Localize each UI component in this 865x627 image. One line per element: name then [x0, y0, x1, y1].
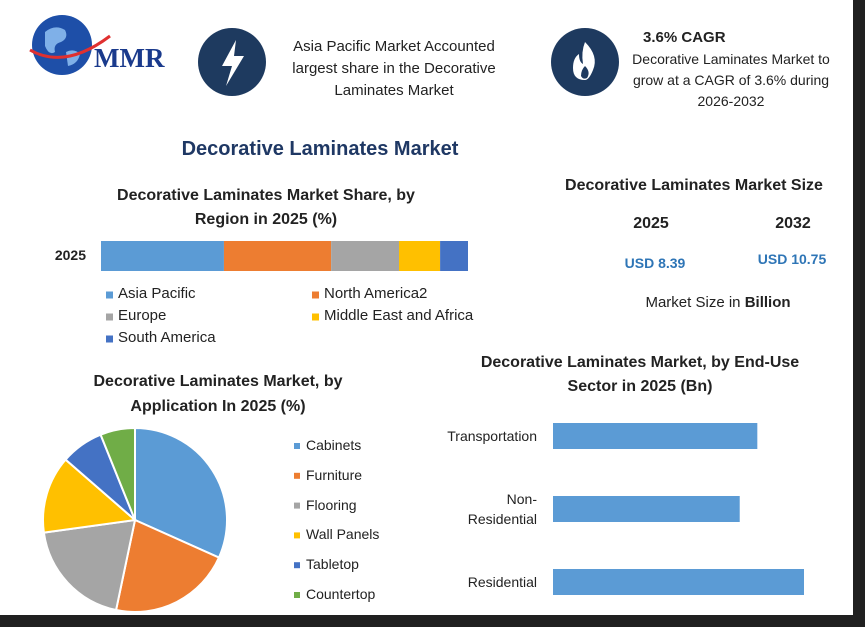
chart-title: Decorative Laminates Market, by End-Use … — [480, 354, 800, 395]
legend-label: South America — [118, 329, 216, 346]
pie-slice — [114, 518, 221, 613]
bar-segment — [101, 241, 224, 271]
legend-label: Tabletop — [306, 556, 359, 573]
legend-swatch — [294, 472, 300, 479]
bar-segment — [223, 241, 332, 271]
bar — [553, 496, 740, 522]
pie-slice — [42, 458, 138, 534]
legend-label: Europe — [118, 307, 167, 324]
bar — [553, 423, 758, 449]
legend-swatch — [312, 313, 319, 321]
legend-swatch — [294, 443, 300, 449]
cagr-title: 3.6% CAGR — [643, 29, 726, 46]
logo-text: MMR — [94, 43, 165, 73]
chart-title: Decorative Laminates Market Share, by Re… — [117, 187, 415, 228]
pie-slice — [134, 426, 228, 559]
legend-swatch — [294, 502, 300, 509]
category-label: Transportation — [447, 428, 537, 444]
size-note: Market Size in Billion — [598, 293, 838, 313]
note-emphasis: Billion — [744, 294, 791, 311]
bar-segment — [440, 241, 468, 271]
legend-swatch — [106, 291, 113, 299]
lightning-icon — [198, 28, 266, 96]
legend-label: North America2 — [324, 285, 428, 302]
pie-slice — [42, 518, 137, 612]
category-label: 2025 — [54, 247, 86, 263]
size-value: USD 10.75 — [757, 251, 827, 267]
legend-label: Cabinets — [306, 437, 362, 453]
legend-label: Middle East and Africa — [324, 307, 474, 324]
legend-label: Furniture — [306, 466, 363, 483]
legend-swatch — [294, 532, 300, 539]
bar — [553, 569, 804, 595]
infographic: MMR Asia Pacific Market Accounted larges… — [0, 0, 853, 615]
flame-icon — [551, 28, 619, 96]
bar-segment — [331, 241, 400, 271]
note-text: Market Size in — [645, 294, 741, 311]
legend-swatch — [294, 562, 300, 569]
legend-swatch — [106, 335, 113, 343]
highlight-text: Asia Pacific Market Accounted largest sh… — [292, 38, 496, 99]
size-value: USD 8.39 — [624, 255, 686, 271]
logo-globe — [29, 15, 111, 75]
legend-label: Flooring — [306, 496, 357, 513]
year-label: 2025 — [633, 215, 669, 232]
year-label: 2032 — [775, 215, 811, 232]
market-size-title: Decorative Laminates Market Size — [565, 177, 823, 194]
legend-swatch — [106, 313, 113, 321]
legend-swatch — [312, 291, 319, 299]
chart-canvas — [29, 15, 804, 613]
legend-swatch — [294, 592, 300, 598]
pie-slice — [99, 426, 136, 521]
chart-title: Decorative Laminates Market, by Applicat… — [93, 373, 343, 415]
cagr-text: Decorative Laminates Market to grow at a… — [632, 51, 830, 109]
category-label: Residential — [467, 574, 537, 590]
legend-label: Wall Panels — [306, 526, 380, 543]
legend-label: Asia Pacific — [118, 285, 196, 302]
category-label: Non-Residential — [467, 491, 537, 527]
legend-label: Countertop — [306, 586, 376, 602]
main-title: Decorative Laminates Market — [181, 138, 459, 160]
bar-segment — [399, 241, 441, 271]
